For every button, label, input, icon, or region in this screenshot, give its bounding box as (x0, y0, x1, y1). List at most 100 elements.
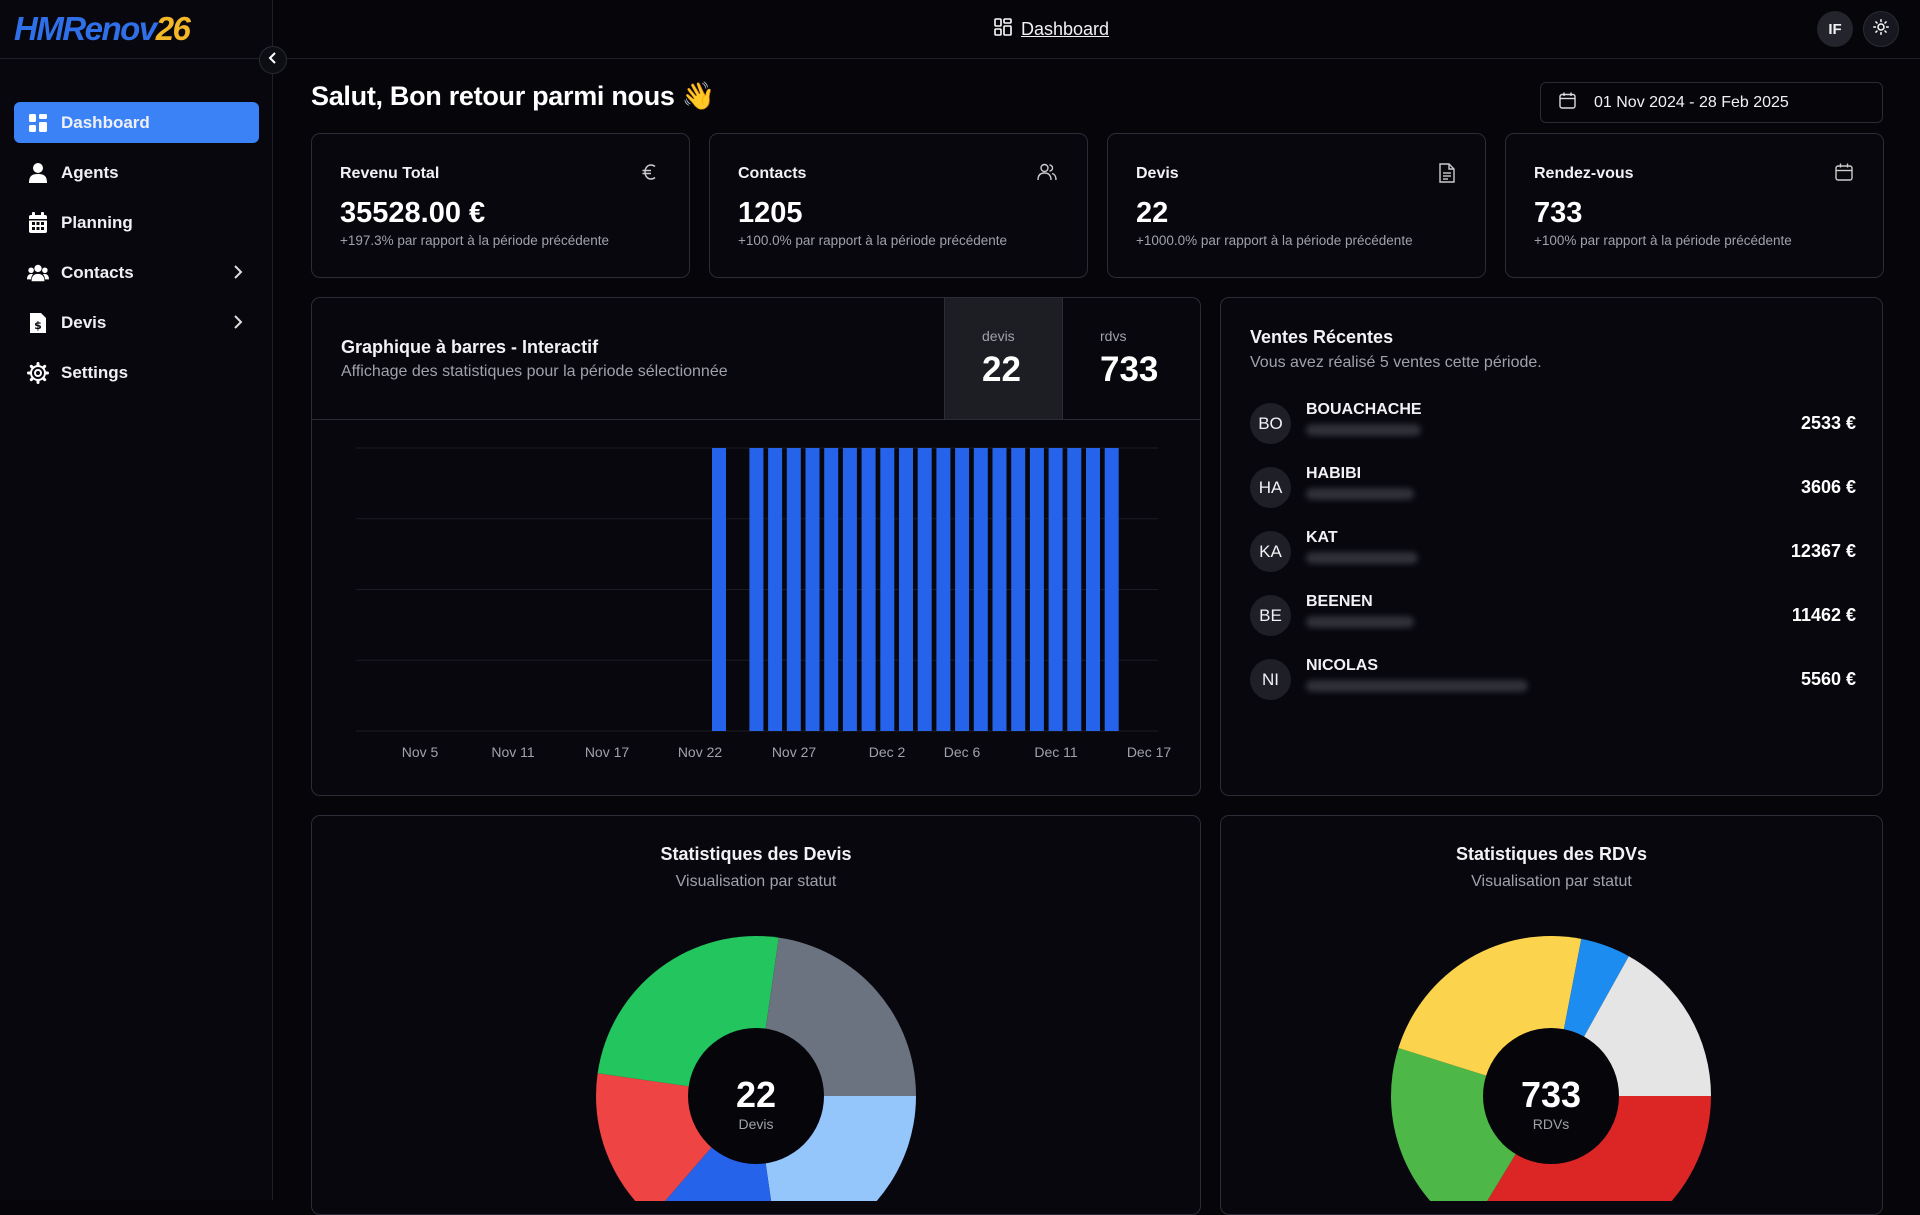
bar[interactable] (749, 448, 764, 731)
sale-item[interactable]: NI NICOLAS 5560 € (1250, 657, 1856, 701)
stat-card-rendez-vous: Rendez-vous 733 +100% par rapport à la p… (1505, 133, 1884, 278)
dashboard-icon (27, 112, 49, 134)
bar[interactable] (786, 448, 801, 731)
bar[interactable] (861, 448, 876, 731)
chevron-right-icon (233, 314, 243, 335)
sale-item[interactable]: HA HABIBI 3606 € (1250, 465, 1856, 509)
brand-logo[interactable]: HM Renov 26 (14, 10, 191, 50)
stat-change: +100.0% par rapport à la période précéde… (738, 233, 1008, 248)
bar[interactable] (936, 448, 951, 731)
bar[interactable] (1029, 448, 1044, 731)
sale-amount: 12367 € (1790, 541, 1856, 561)
bar[interactable] (1086, 448, 1100, 731)
calendar-icon (1559, 92, 1594, 114)
sidebar-item-planning[interactable]: Planning (14, 202, 259, 243)
stat-change: +1000.0% par rapport à la période précéd… (1136, 233, 1413, 248)
kpi-toggle-rdvs[interactable]: rdvs 733 (1062, 298, 1180, 419)
sale-amount: 3606 € (1800, 477, 1856, 497)
stat-value: 1205 (738, 197, 803, 229)
avatar: KA (1250, 531, 1291, 572)
x-tick-label: Dec 2 (869, 744, 906, 760)
date-range-picker[interactable]: 01 Nov 2024 - 28 Feb 2025 (1540, 82, 1883, 123)
bar[interactable] (768, 448, 783, 731)
donut-hole (688, 1028, 824, 1164)
sidebar-item-label: Agents (61, 162, 119, 182)
devis-stats-subtitle: Visualisation par statut (675, 873, 837, 890)
blurred-email (1306, 616, 1414, 628)
sale-amount: 2533 € (1800, 413, 1856, 433)
user-avatar[interactable]: IF (1817, 11, 1853, 47)
sale-name: BOUACHACHE (1306, 401, 1422, 418)
donut-center-label: Devis (738, 1116, 773, 1132)
sale-name: BEENEN (1306, 593, 1373, 610)
bar[interactable] (880, 448, 895, 731)
users-icon (27, 262, 49, 284)
logo-part-number: 26 (155, 10, 191, 47)
sale-item[interactable]: KA KAT 12367 € (1250, 529, 1856, 573)
page-title: Dashboard (1021, 19, 1110, 39)
stat-value: 22 (1136, 197, 1169, 229)
bar[interactable] (1048, 448, 1063, 731)
stat-label: Rendez-vous (1534, 165, 1634, 182)
sidebar-item-label: Devis (61, 312, 107, 332)
sale-amount: 11462 € (1791, 605, 1856, 625)
bar[interactable] (955, 448, 970, 731)
logo-part-renov: Renov (62, 10, 157, 47)
file-dollar-icon: $ (27, 312, 49, 334)
kpi-key: devis (982, 328, 1015, 344)
rdv-stats-title: Statistiques des RDVs (1455, 844, 1648, 864)
donut-hole (1483, 1028, 1619, 1164)
bar[interactable] (1011, 448, 1026, 731)
blurred-email (1306, 680, 1528, 692)
kpi-value: 733 (1100, 350, 1159, 389)
bar-chart-subtitle: Affichage des statistiques pour la pério… (341, 363, 728, 380)
recent-sales-subtitle: Vous avez réalisé 5 ventes cette période… (1250, 354, 1542, 371)
bar[interactable] (712, 448, 726, 731)
x-tick-label: Dec 6 (944, 744, 981, 760)
stat-card-devis: Devis 22 +1000.0% par rapport à la pério… (1107, 133, 1486, 278)
logo-part-hm: HM (14, 10, 64, 47)
bar[interactable] (842, 448, 857, 731)
bar-chart-header: Graphique à barres - Interactif Affichag… (312, 298, 1200, 420)
kpi-value: 22 (982, 350, 1021, 389)
bar[interactable] (1104, 448, 1119, 731)
sidebar-collapse-button[interactable] (259, 46, 287, 74)
bar[interactable] (824, 448, 839, 731)
recent-sales-card: Ventes Récentes Vous avez réalisé 5 vent… (1220, 297, 1883, 796)
sidebar-item-settings[interactable]: Settings (14, 352, 259, 393)
calendar-icon (27, 211, 49, 234)
rdv-stats-subtitle: Visualisation par statut (1471, 873, 1632, 890)
bar[interactable] (805, 448, 820, 731)
sidebar-item-agents[interactable]: Agents (14, 152, 259, 193)
sidebar-item-label: Planning (61, 212, 133, 232)
sidebar-nav: Dashboard Agents Planning Contacts (14, 102, 259, 402)
sidebar-item-contacts[interactable]: Contacts (14, 252, 259, 293)
bar-chart-title: Graphique à barres - Interactif (341, 337, 599, 357)
sale-item[interactable]: BE BEENEN 11462 € (1250, 593, 1856, 637)
sidebar-item-dashboard[interactable]: Dashboard (14, 102, 259, 143)
bar-chart[interactable]: Nov 5 Nov 11 Nov 17 Nov 22 Nov 27 Dec 2 Dec 6 D… (312, 420, 1200, 796)
sale-name: KAT (1306, 529, 1338, 546)
bar[interactable] (899, 448, 913, 731)
stat-change: +197.3% par rapport à la période précéde… (340, 233, 610, 248)
svg-text:$: $ (34, 319, 42, 332)
bar[interactable] (917, 448, 932, 731)
sidebar-item-devis[interactable]: $ Devis (14, 302, 259, 343)
stat-label: Devis (1136, 165, 1179, 182)
date-range-value: 01 Nov 2024 - 28 Feb 2025 (1594, 93, 1789, 111)
sale-name: HABIBI (1306, 465, 1362, 482)
devis-stats-title: Statistiques des Devis (660, 844, 852, 864)
avatar: BO (1250, 403, 1291, 444)
bar[interactable] (1067, 448, 1082, 731)
theme-toggle-button[interactable] (1863, 11, 1899, 47)
blurred-email (1306, 424, 1421, 436)
bar[interactable] (992, 448, 1007, 731)
page-title-link[interactable]: Dashboard (994, 18, 1109, 41)
sale-item[interactable]: BO BOUACHACHE 2533 € (1250, 401, 1856, 445)
bar-chart-card: Graphique à barres - Interactif Affichag… (311, 297, 1201, 796)
x-tick-label: Nov 27 (772, 744, 817, 760)
bar[interactable] (973, 448, 988, 731)
kpi-toggle-devis[interactable]: devis 22 (944, 298, 1062, 419)
